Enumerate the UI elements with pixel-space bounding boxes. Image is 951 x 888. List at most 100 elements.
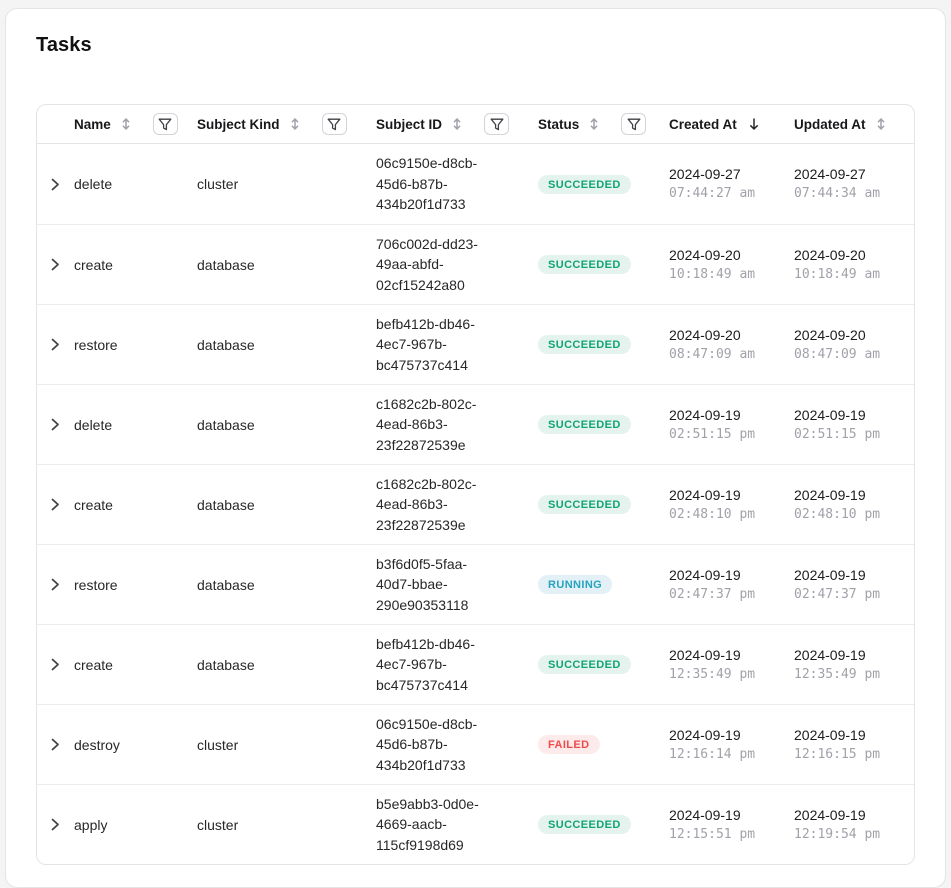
subject-kind: database — [197, 336, 255, 353]
updated-time: 08:47:09 am — [794, 346, 881, 362]
task-name: restore — [74, 576, 118, 593]
sort-icon-subject-kind[interactable] — [290, 117, 300, 131]
created-time: 12:35:49 pm — [669, 666, 756, 682]
task-name: create — [74, 256, 113, 273]
sort-icon-name[interactable] — [121, 117, 131, 131]
row-expander-cell — [37, 814, 74, 835]
column-label-updated-at: Updated At — [794, 116, 866, 132]
updated-date: 2024-09-27 — [794, 166, 866, 182]
expand-row-button[interactable] — [47, 334, 64, 355]
created-at-cell: 2024-09-19 12:35:49 pm — [669, 645, 794, 685]
subject-kind: database — [197, 256, 255, 273]
created-at-cell: 2024-09-19 12:15:51 pm — [669, 805, 794, 845]
expand-row-button[interactable] — [47, 414, 64, 435]
status-badge: SUCCEEDED — [538, 335, 631, 354]
status-badge: RUNNING — [538, 575, 613, 594]
status-cell: SUCCEEDED — [538, 415, 669, 434]
subject-id: b3f6d0f5-5faa-40d7-bbae-290e90353118 — [376, 555, 469, 613]
row-expander-cell — [37, 174, 74, 195]
tasks-card: Tasks Name Subject Kind Subject ID Statu… — [5, 8, 946, 888]
updated-time: 12:19:54 pm — [794, 826, 881, 842]
task-name: create — [74, 656, 113, 673]
status-cell: RUNNING — [538, 575, 669, 594]
row-expander-cell — [37, 574, 74, 595]
created-time: 02:47:37 pm — [669, 586, 756, 602]
subject-kind: database — [197, 416, 255, 433]
table-row: delete cluster 06c9150e-d8cb-45d6-b87b-4… — [37, 144, 914, 224]
filter-button-status[interactable] — [621, 113, 647, 135]
task-name: destroy — [74, 736, 120, 753]
expand-row-button[interactable] — [47, 814, 64, 835]
column-header-subject-id: Subject ID — [376, 113, 538, 135]
created-time: 12:16:14 pm — [669, 746, 756, 762]
updated-at-cell: 2024-09-27 07:44:34 am — [794, 164, 914, 204]
row-expander-cell — [37, 654, 74, 675]
created-date: 2024-09-19 — [669, 646, 741, 663]
column-header-created-at: Created At — [669, 117, 794, 132]
updated-at-cell: 2024-09-19 02:48:10 pm — [794, 485, 914, 525]
created-date: 2024-09-27 — [669, 166, 741, 182]
expand-row-button[interactable] — [47, 574, 64, 595]
updated-date: 2024-09-19 — [794, 406, 866, 423]
table-body: delete cluster 06c9150e-d8cb-45d6-b87b-4… — [37, 144, 914, 864]
table-row: create database 706c002d-dd23-49aa-abfd-… — [37, 224, 914, 304]
row-expander-cell — [37, 734, 74, 755]
subject-id: 06c9150e-d8cb-45d6-b87b-434b20f1d733 — [376, 155, 478, 213]
created-date: 2024-09-19 — [669, 486, 741, 503]
subject-kind: cluster — [197, 176, 239, 192]
table-row: restore database befb412b-db46-4ec7-967b… — [37, 304, 914, 384]
expand-row-button[interactable] — [47, 174, 64, 195]
updated-at-cell: 2024-09-19 02:47:37 pm — [794, 565, 914, 605]
column-header-name: Name — [74, 113, 197, 135]
updated-date: 2024-09-20 — [794, 246, 866, 263]
updated-at-cell: 2024-09-20 10:18:49 am — [794, 245, 914, 285]
sort-desc-icon-created-at[interactable] — [749, 117, 759, 131]
page-title: Tasks — [36, 34, 92, 56]
column-header-updated-at: Updated At — [794, 117, 914, 132]
created-date: 2024-09-19 — [669, 566, 741, 583]
column-label-subject-kind: Subject Kind — [197, 116, 280, 132]
expand-row-button[interactable] — [47, 654, 64, 675]
task-name: apply — [74, 816, 108, 833]
subject-id: befb412b-db46-4ec7-967b-bc475737c414 — [376, 635, 475, 693]
expand-row-button[interactable] — [47, 494, 64, 515]
table-row: destroy cluster 06c9150e-d8cb-45d6-b87b-… — [37, 704, 914, 784]
subject-kind: database — [197, 576, 255, 593]
subject-id: 06c9150e-d8cb-45d6-b87b-434b20f1d733 — [376, 715, 478, 773]
table-row: restore database b3f6d0f5-5faa-40d7-bbae… — [37, 544, 914, 624]
filter-button-subject-id[interactable] — [484, 113, 510, 135]
column-label-subject-id: Subject ID — [376, 116, 443, 132]
subject-id: 706c002d-dd23-49aa-abfd-02cf15242a80 — [376, 235, 478, 293]
created-time: 08:47:09 am — [669, 346, 756, 362]
row-expander-cell — [37, 254, 74, 275]
task-name: delete — [74, 416, 113, 433]
updated-at-cell: 2024-09-19 02:51:15 pm — [794, 405, 914, 445]
sort-icon-status[interactable] — [589, 117, 599, 131]
row-expander-cell — [37, 334, 74, 355]
status-badge: SUCCEEDED — [538, 815, 631, 834]
table-header-row: Name Subject Kind Subject ID Status Crea — [37, 105, 914, 144]
updated-time: 12:35:49 pm — [794, 666, 881, 682]
subject-id: b5e9abb3-0d0e-4669-aacb-115cf9198d69 — [376, 795, 479, 853]
expand-row-button[interactable] — [47, 734, 64, 755]
created-time: 02:51:15 pm — [669, 426, 756, 442]
created-time: 02:48:10 pm — [669, 506, 756, 522]
table-row: create database c1682c2b-802c-4ead-86b3-… — [37, 464, 914, 544]
subject-kind: database — [197, 496, 255, 513]
created-at-cell: 2024-09-20 10:18:49 am — [669, 245, 794, 285]
sort-icon-subject-id[interactable] — [452, 117, 462, 131]
column-label-status: Status — [538, 116, 580, 132]
filter-button-name[interactable] — [152, 113, 178, 135]
row-expander-cell — [37, 494, 74, 515]
updated-at-cell: 2024-09-19 12:35:49 pm — [794, 645, 914, 685]
sort-icon-updated-at[interactable] — [876, 117, 886, 131]
table-row: delete database c1682c2b-802c-4ead-86b3-… — [37, 384, 914, 464]
status-cell: FAILED — [538, 735, 669, 754]
row-expander-cell — [37, 414, 74, 435]
expand-row-button[interactable] — [47, 254, 64, 275]
created-date: 2024-09-19 — [669, 806, 741, 823]
filter-button-subject-kind[interactable] — [321, 113, 347, 135]
table-row: apply cluster b5e9abb3-0d0e-4669-aacb-11… — [37, 784, 914, 864]
column-header-subject-kind: Subject Kind — [197, 113, 376, 135]
status-cell: SUCCEEDED — [538, 495, 669, 514]
